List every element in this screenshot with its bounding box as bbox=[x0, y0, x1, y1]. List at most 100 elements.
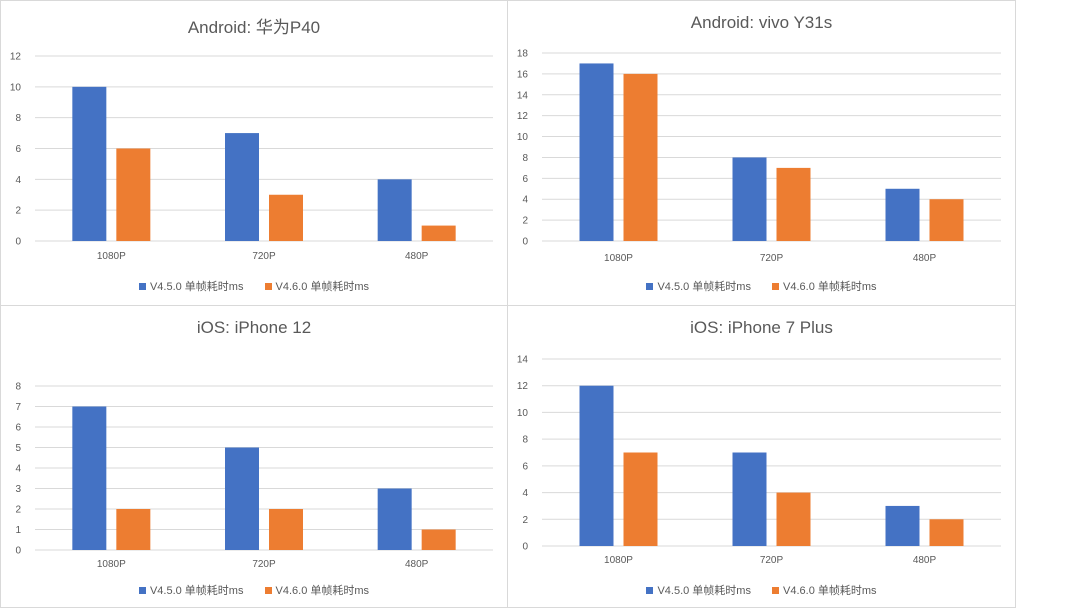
x-tick-label: 1080P bbox=[604, 253, 633, 264]
legend-swatch-blue bbox=[138, 283, 146, 290]
chart-plot: 0 1 2 3 4 5 6 7 8 1080P 720P 480P bbox=[15, 382, 493, 570]
bar-v450-1080p bbox=[579, 63, 614, 241]
bar-v460-480p bbox=[929, 199, 964, 241]
chart-panel-iphone-7-plus: iOS: iPhone 7 Plus 0 2 4 6 8 10 12 14 1080P 720P 4… bbox=[507, 305, 1016, 608]
y-tick-label: 6 bbox=[15, 144, 21, 155]
bar-v460-720p bbox=[269, 509, 303, 550]
legend-label: V4.6.0 单帧耗时ms bbox=[783, 585, 877, 597]
bar-v460-1080p bbox=[116, 509, 151, 550]
y-tick-label: 8 bbox=[15, 113, 21, 124]
legend-item-v450: V4.5.0 单帧耗时ms bbox=[646, 582, 751, 598]
chart-panel-vivo-y31s: Android: vivo Y31s 0 2 4 6 8 10 12 14 16 18 1080P 7… bbox=[507, 0, 1016, 306]
y-tick-label: 14 bbox=[517, 90, 529, 101]
legend-label: V4.6.0 单帧耗时ms bbox=[783, 281, 877, 293]
legend-swatch-orange bbox=[264, 587, 272, 594]
bar-v460-1080p bbox=[623, 452, 658, 546]
bar-v460-720p bbox=[269, 194, 303, 241]
x-tick-label: 1080P bbox=[97, 559, 126, 570]
x-tick-label: 480P bbox=[405, 251, 429, 262]
chart-title: iOS: iPhone 7 Plus bbox=[690, 318, 833, 337]
bar-v460-720p bbox=[776, 167, 811, 241]
chart-title: Android: 华为P40 bbox=[187, 18, 321, 37]
bar-v460-480p bbox=[929, 519, 964, 546]
y-tick-label: 12 bbox=[10, 52, 22, 63]
chart-plot: 0 2 4 6 8 10 12 1080P 720P 480P bbox=[10, 52, 493, 262]
y-tick-label: 2 bbox=[522, 216, 528, 227]
y-tick-label: 0 bbox=[15, 546, 21, 557]
legend-swatch-orange bbox=[772, 587, 780, 594]
y-tick-label: 2 bbox=[522, 515, 528, 526]
bar-v450-1080p bbox=[72, 86, 107, 241]
legend-item-v450: V4.5.0 单帧耗时ms bbox=[646, 278, 751, 294]
legend-swatch-blue bbox=[646, 587, 654, 594]
y-tick-label: 6 bbox=[522, 174, 528, 185]
legend-swatch-orange bbox=[772, 283, 780, 290]
x-tick-label: 1080P bbox=[604, 555, 633, 566]
legend-item-v460: V4.6.0 单帧耗时ms bbox=[772, 278, 877, 294]
y-tick-label: 1 bbox=[15, 525, 21, 536]
legend-label: V4.6.0 单帧耗时ms bbox=[275, 585, 370, 597]
bar-v460-480p bbox=[421, 225, 456, 241]
legend-label: V4.5.0 单帧耗时ms bbox=[657, 585, 751, 597]
y-tick-label: 10 bbox=[517, 408, 529, 419]
bar-v460-480p bbox=[421, 529, 456, 550]
y-tick-label: 10 bbox=[517, 132, 529, 143]
legend-swatch-orange bbox=[264, 283, 272, 290]
chart-title: iOS: iPhone 12 bbox=[196, 318, 312, 337]
bar-v450-720p bbox=[225, 133, 259, 241]
legend-swatch-blue bbox=[646, 283, 654, 290]
chart-panel-huawei-p40: Android: 华为P40 0 2 4 6 8 10 12 1080P 720P 480P V4… bbox=[0, 0, 508, 306]
y-tick-label: 8 bbox=[522, 435, 528, 446]
bar-v450-480p bbox=[377, 488, 412, 550]
chart-legend: V4.5.0 单帧耗时ms V4.6.0 单帧耗时ms bbox=[1, 278, 507, 294]
y-tick-label: 10 bbox=[10, 82, 22, 93]
chart-plot: 0 2 4 6 8 10 12 14 1080P 720P 480P bbox=[517, 355, 1001, 566]
y-tick-label: 4 bbox=[522, 195, 528, 206]
chart-plot: 0 2 4 6 8 10 12 14 16 18 1080P 720P 480P bbox=[517, 49, 1001, 264]
y-tick-label: 8 bbox=[15, 382, 21, 393]
bar-v450-480p bbox=[885, 505, 920, 546]
x-tick-label: 480P bbox=[405, 559, 429, 570]
legend-item-v450: V4.5.0 单帧耗时ms bbox=[138, 582, 244, 598]
y-tick-label: 6 bbox=[522, 461, 528, 472]
x-tick-label: 720P bbox=[252, 559, 276, 570]
bar-v450-1080p bbox=[72, 406, 107, 550]
bar-v460-1080p bbox=[623, 73, 658, 241]
y-tick-label: 0 bbox=[15, 237, 21, 248]
y-tick-label: 12 bbox=[517, 111, 529, 122]
chart-legend: V4.5.0 单帧耗时ms V4.6.0 单帧耗时ms bbox=[1, 582, 507, 598]
x-tick-label: 720P bbox=[252, 251, 276, 262]
y-tick-label: 4 bbox=[15, 175, 21, 186]
legend-label: V4.5.0 单帧耗时ms bbox=[657, 281, 751, 293]
y-tick-label: 4 bbox=[522, 488, 528, 499]
chart-legend: V4.5.0 单帧耗时ms V4.6.0 单帧耗时ms bbox=[508, 278, 1015, 294]
y-tick-label: 2 bbox=[15, 505, 21, 516]
legend-item-v460: V4.6.0 单帧耗时ms bbox=[264, 582, 370, 598]
y-tick-label: 14 bbox=[517, 355, 529, 366]
bar-v460-1080p bbox=[116, 148, 151, 241]
y-tick-label: 18 bbox=[517, 49, 529, 60]
bar-v450-480p bbox=[377, 179, 412, 241]
legend-label: V4.5.0 单帧耗时ms bbox=[149, 281, 244, 293]
x-tick-label: 720P bbox=[760, 555, 784, 566]
y-tick-label: 5 bbox=[15, 443, 21, 454]
bar-v450-720p bbox=[732, 452, 767, 546]
legend-swatch-blue bbox=[138, 587, 146, 594]
y-tick-label: 2 bbox=[15, 206, 21, 217]
y-tick-label: 8 bbox=[522, 153, 528, 164]
y-tick-label: 0 bbox=[522, 237, 528, 248]
legend-item-v450: V4.5.0 单帧耗时ms bbox=[138, 278, 244, 294]
legend-label: V4.5.0 单帧耗时ms bbox=[149, 585, 244, 597]
y-tick-label: 0 bbox=[522, 542, 528, 553]
legend-item-v460: V4.6.0 单帧耗时ms bbox=[264, 278, 370, 294]
y-tick-label: 4 bbox=[15, 464, 21, 475]
x-tick-label: 720P bbox=[760, 253, 784, 264]
bar-v460-720p bbox=[776, 492, 811, 546]
legend-label: V4.6.0 单帧耗时ms bbox=[275, 281, 370, 293]
bar-v450-720p bbox=[225, 447, 259, 550]
chart-title: Android: vivo Y31s bbox=[690, 13, 833, 32]
x-tick-label: 1080P bbox=[97, 251, 126, 262]
legend-item-v460: V4.6.0 单帧耗时ms bbox=[772, 582, 877, 598]
x-tick-label: 480P bbox=[913, 253, 937, 264]
chart-panel-iphone-12: iOS: iPhone 12 0 1 2 3 4 5 6 7 8 1080P 720P 480P V4… bbox=[0, 305, 508, 608]
